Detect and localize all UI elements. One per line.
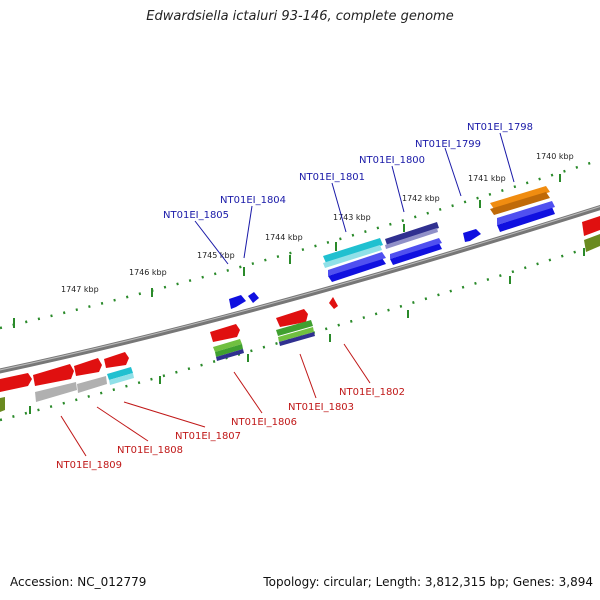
gene-NT01EI_1799[interactable] [497, 201, 555, 232]
gene-red-right-edge[interactable] [582, 216, 600, 252]
gene-NT01EI_1809[interactable] [33, 364, 77, 402]
major-ticks-outer [13, 174, 561, 328]
gene-label-NT01EI_1799: NT01EI_1799 [415, 139, 481, 150]
scale-label: 1744 kbp [265, 233, 303, 242]
scale-label: 1741 kbp [468, 174, 506, 183]
gene-label-NT01EI_1805: NT01EI_1805 [163, 210, 229, 221]
scale-label: 1743 kbp [333, 213, 371, 222]
gene-NT01EI_1802[interactable] [329, 297, 338, 309]
gene-label-NT01EI_1806: NT01EI_1806 [231, 417, 297, 428]
gene-label-NT01EI_1800: NT01EI_1800 [359, 155, 425, 166]
gene-NT01EI_1798[interactable] [490, 186, 550, 215]
gene-label-NT01EI_1804: NT01EI_1804 [220, 195, 286, 206]
gene-NT01EI_1801b[interactable] [328, 252, 386, 282]
gene-NT01EI_1808[interactable] [74, 358, 107, 393]
topology-text: Topology: circular; Length: 3,812,315 bp… [263, 575, 593, 589]
scale-ring-outer [0, 158, 600, 330]
scale-label: 1742 kbp [402, 194, 440, 203]
gene-NT01EI_1803[interactable] [276, 309, 315, 346]
scale-label: 1740 kbp [536, 152, 574, 161]
gene-label-NT01EI_1803: NT01EI_1803 [288, 402, 354, 413]
genome-backbone [0, 204, 600, 374]
major-ticks-inner [29, 248, 585, 414]
gene-small-blue[interactable] [229, 229, 481, 309]
gene-NT01EI_1807[interactable] [104, 352, 134, 385]
map-title: Edwardsiella ictaluri 93-146, complete g… [146, 9, 454, 24]
gene-NT01EI_1801[interactable] [323, 238, 383, 268]
gene-NT01EI_1800b[interactable] [390, 238, 442, 265]
accession-text: Accession: NC_012779 [10, 575, 147, 589]
gene-label-NT01EI_1809: NT01EI_1809 [56, 460, 122, 471]
gene-label-NT01EI_1802: NT01EI_1802 [339, 387, 405, 398]
gene-label-NT01EI_1798: NT01EI_1798 [467, 122, 533, 133]
scale-label: 1745 kbp [197, 251, 235, 260]
gene-NT01EI_1800[interactable] [385, 222, 439, 249]
scale-label: 1746 kbp [129, 268, 167, 277]
gene-NT01EI_1806[interactable] [210, 324, 244, 361]
gene-label-NT01EI_1801: NT01EI_1801 [299, 172, 365, 183]
gene-label-NT01EI_1808: NT01EI_1808 [117, 445, 183, 456]
scale-label: 1747 kbp [61, 285, 99, 294]
gene-label-NT01EI_1807: NT01EI_1807 [175, 431, 241, 442]
gene-red-left-edge[interactable] [0, 373, 32, 412]
